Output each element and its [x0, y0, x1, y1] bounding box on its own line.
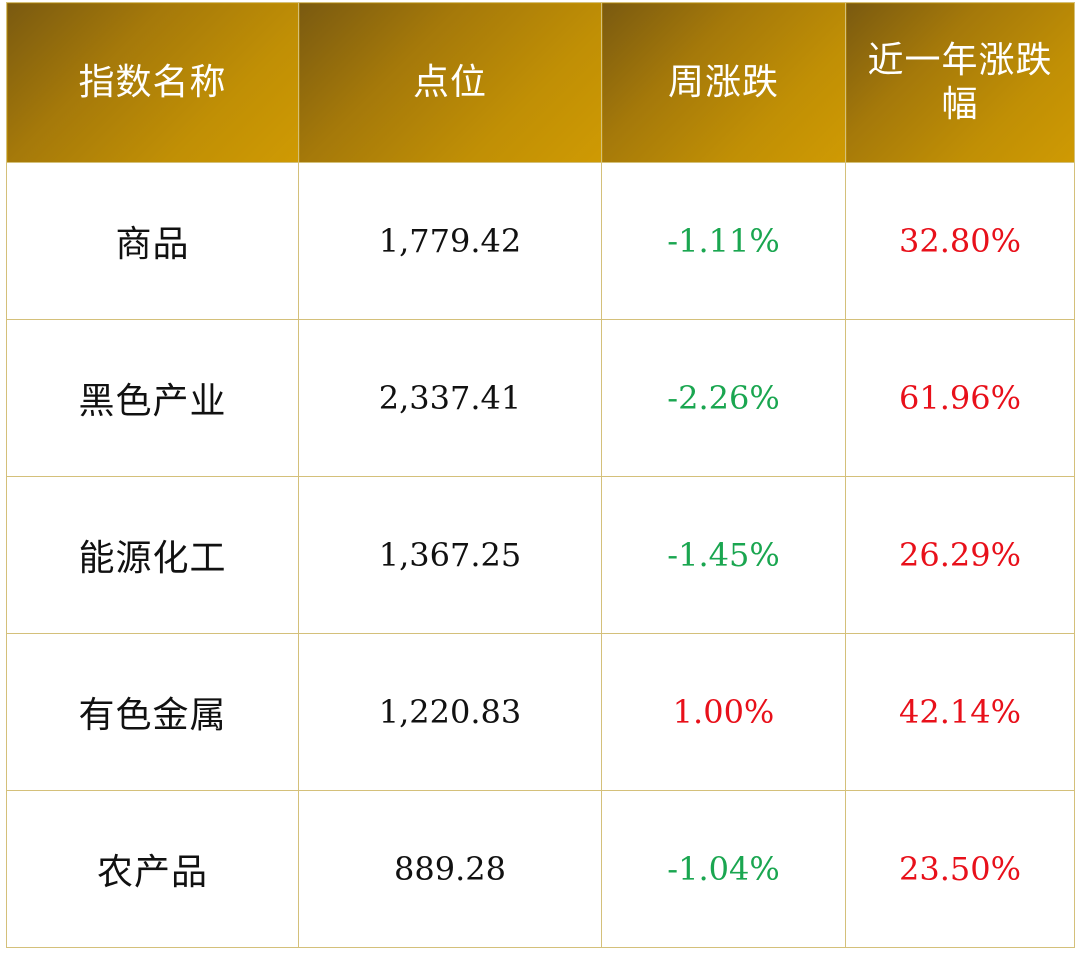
cell-weekly-change: -2.26% — [601, 319, 846, 477]
table-header: 指数名称 点位 周涨跌 近一年涨跌幅 — [6, 2, 1075, 163]
cell-level: 889.28 — [298, 790, 602, 948]
header-weekly-change: 周涨跌 — [601, 2, 846, 163]
cell-level: 1,367.25 — [298, 476, 602, 634]
cell-level: 2,337.41 — [298, 319, 602, 477]
header-level: 点位 — [298, 2, 602, 163]
table-row: 农产品 889.28 -1.04% 23.50% — [6, 790, 1075, 948]
table-row: 黑色产业 2,337.41 -2.26% 61.96% — [6, 319, 1075, 477]
table-row: 能源化工 1,367.25 -1.45% 26.29% — [6, 476, 1075, 634]
header-index-name: 指数名称 — [6, 2, 299, 163]
cell-weekly-change: -1.04% — [601, 790, 846, 948]
cell-weekly-change: 1.00% — [601, 633, 846, 791]
cell-index-name: 有色金属 — [6, 633, 299, 791]
cell-weekly-change: -1.45% — [601, 476, 846, 634]
cell-index-name: 农产品 — [6, 790, 299, 948]
cell-level: 1,220.83 — [298, 633, 602, 791]
cell-level: 1,779.42 — [298, 162, 602, 320]
cell-index-name: 商品 — [6, 162, 299, 320]
cell-yearly-change: 61.96% — [845, 319, 1075, 477]
table-row: 商品 1,779.42 -1.11% 32.80% — [6, 162, 1075, 320]
cell-yearly-change: 26.29% — [845, 476, 1075, 634]
cell-weekly-change: -1.11% — [601, 162, 846, 320]
cell-yearly-change: 23.50% — [845, 790, 1075, 948]
cell-yearly-change: 32.80% — [845, 162, 1075, 320]
table-body: 商品 1,779.42 -1.11% 32.80% 黑色产业 2,337.41 … — [6, 162, 1075, 948]
header-yearly-change: 近一年涨跌幅 — [845, 2, 1075, 163]
commodity-index-table: 指数名称 点位 周涨跌 近一年涨跌幅 商品 1,779.42 -1.11% 32… — [6, 2, 1075, 948]
cell-index-name: 能源化工 — [6, 476, 299, 634]
header-row: 指数名称 点位 周涨跌 近一年涨跌幅 — [6, 2, 1075, 163]
cell-index-name: 黑色产业 — [6, 319, 299, 477]
table-row: 有色金属 1,220.83 1.00% 42.14% — [6, 633, 1075, 791]
cell-yearly-change: 42.14% — [845, 633, 1075, 791]
